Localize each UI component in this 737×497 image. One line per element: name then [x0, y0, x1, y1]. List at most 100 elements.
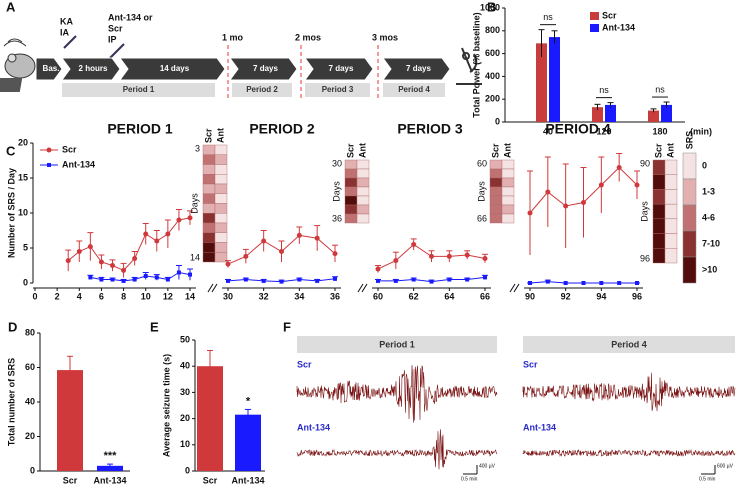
x-tick-label: 0	[32, 291, 37, 301]
timeline-step: 7 days	[406, 64, 431, 73]
data-point	[393, 278, 398, 283]
heatmap-cell	[356, 204, 370, 215]
heatmap-cell	[214, 164, 228, 175]
panel-label: C	[6, 143, 16, 158]
x-tick-label: 62	[409, 291, 419, 301]
panel-label: F	[283, 319, 291, 334]
heatmap-cell	[652, 174, 666, 190]
heatmap-day: 36	[332, 213, 342, 223]
bar	[661, 104, 672, 122]
eeg-trace	[296, 429, 498, 470]
heatmap-cell	[202, 144, 216, 155]
y-tick-label: 0	[185, 465, 190, 475]
period-title: Period 4	[611, 339, 647, 349]
legend-label: Ant-134	[62, 159, 95, 169]
timeline-arrow	[35, 57, 63, 81]
period-label: Period 4	[398, 85, 430, 94]
heatmap-cell	[489, 168, 503, 179]
y-tick-label: 60	[25, 362, 35, 372]
period-label: Period 3	[322, 85, 354, 94]
colorbar-block	[682, 178, 697, 206]
x-tick-label: 2	[55, 291, 60, 301]
x-tick-label: 34	[294, 291, 304, 301]
x-tick-label: 14	[185, 291, 195, 301]
data-point	[411, 242, 417, 247]
legend-marker	[46, 147, 52, 153]
y-tick-label: 20	[18, 137, 28, 147]
heatmap-cell	[202, 252, 216, 263]
x-tick-label: 12	[163, 291, 173, 301]
colorbar-block	[682, 204, 697, 232]
x-tick-label: Scr	[63, 475, 78, 485]
period-box	[62, 83, 215, 97]
data-point	[296, 232, 302, 238]
heatmap-cell	[501, 159, 515, 170]
timeline-step: 7 days	[329, 64, 354, 73]
heatmap-cell	[344, 195, 358, 206]
heatmap-column: Ant	[665, 143, 675, 158]
eeg-trace	[296, 365, 498, 423]
bar	[605, 104, 616, 122]
colorbar-label: 1-3	[702, 186, 715, 196]
period-box	[523, 336, 735, 353]
legend-label: Scr	[602, 10, 617, 20]
data-point	[581, 281, 586, 285]
data-point	[429, 253, 434, 259]
heatmap-cell	[652, 159, 666, 175]
data-point	[332, 251, 338, 257]
series-line	[90, 271, 191, 282]
heatmap-cell	[214, 174, 228, 185]
data-point	[563, 203, 569, 209]
heatmap-cell	[214, 203, 228, 214]
injection-label: Scr	[108, 23, 123, 33]
injection-label: IA	[60, 27, 70, 37]
timepoint-label: 1 mo	[222, 32, 244, 42]
data-point	[635, 281, 639, 285]
heatmap-cell	[202, 232, 216, 243]
heatmap-cell	[501, 186, 515, 197]
data-point	[165, 277, 170, 282]
x-tick-label: 10	[141, 291, 151, 301]
timeline-arrow	[61, 57, 121, 81]
data-point	[243, 253, 249, 259]
heatmap-column: Scr	[653, 143, 663, 158]
data-point	[143, 274, 148, 278]
bar	[97, 465, 123, 471]
heatmap-cell	[344, 213, 358, 224]
data-point	[261, 238, 267, 244]
x-tick-label: Scr	[203, 475, 218, 485]
panel-label: D	[8, 319, 17, 334]
heatmap-cell	[501, 204, 515, 215]
period-label: Period 2	[246, 85, 278, 94]
heatmap-cell	[664, 159, 678, 175]
heatmap-cell	[501, 213, 515, 224]
y-tick-label: 40	[180, 361, 190, 371]
heatmap-cell	[664, 189, 678, 205]
bar	[235, 414, 261, 471]
heatmap-cell	[202, 222, 216, 233]
row-label: Ant-134	[297, 422, 330, 432]
annotation: ns	[599, 85, 609, 95]
heatmap-cell	[489, 186, 503, 197]
injection-label: KA	[60, 16, 73, 26]
y-axis-label: Average seizure time (s)	[161, 354, 171, 457]
heatmap-cell	[214, 232, 228, 243]
data-point	[616, 165, 622, 170]
x-tick-label: Ant-134	[231, 475, 264, 485]
heatmap-cell	[344, 168, 358, 179]
data-point	[99, 277, 104, 282]
heatmap-cell	[489, 213, 503, 224]
x-tick-label: 60	[373, 291, 383, 301]
x-tick-label: 180	[652, 126, 667, 136]
heatmap-axis-label: Days	[189, 193, 199, 214]
colorbar-block	[682, 256, 697, 284]
heatmap-cell	[344, 204, 358, 215]
x-tick-label: 92	[561, 291, 571, 301]
heatmap-column: Ant	[502, 143, 512, 158]
data-point	[393, 258, 399, 264]
heatmap-day: 14	[190, 252, 200, 262]
period-box	[383, 83, 445, 97]
heatmap-cell	[214, 252, 228, 263]
heatmap-cell	[652, 203, 666, 220]
x-tick-label: 4	[77, 291, 82, 301]
